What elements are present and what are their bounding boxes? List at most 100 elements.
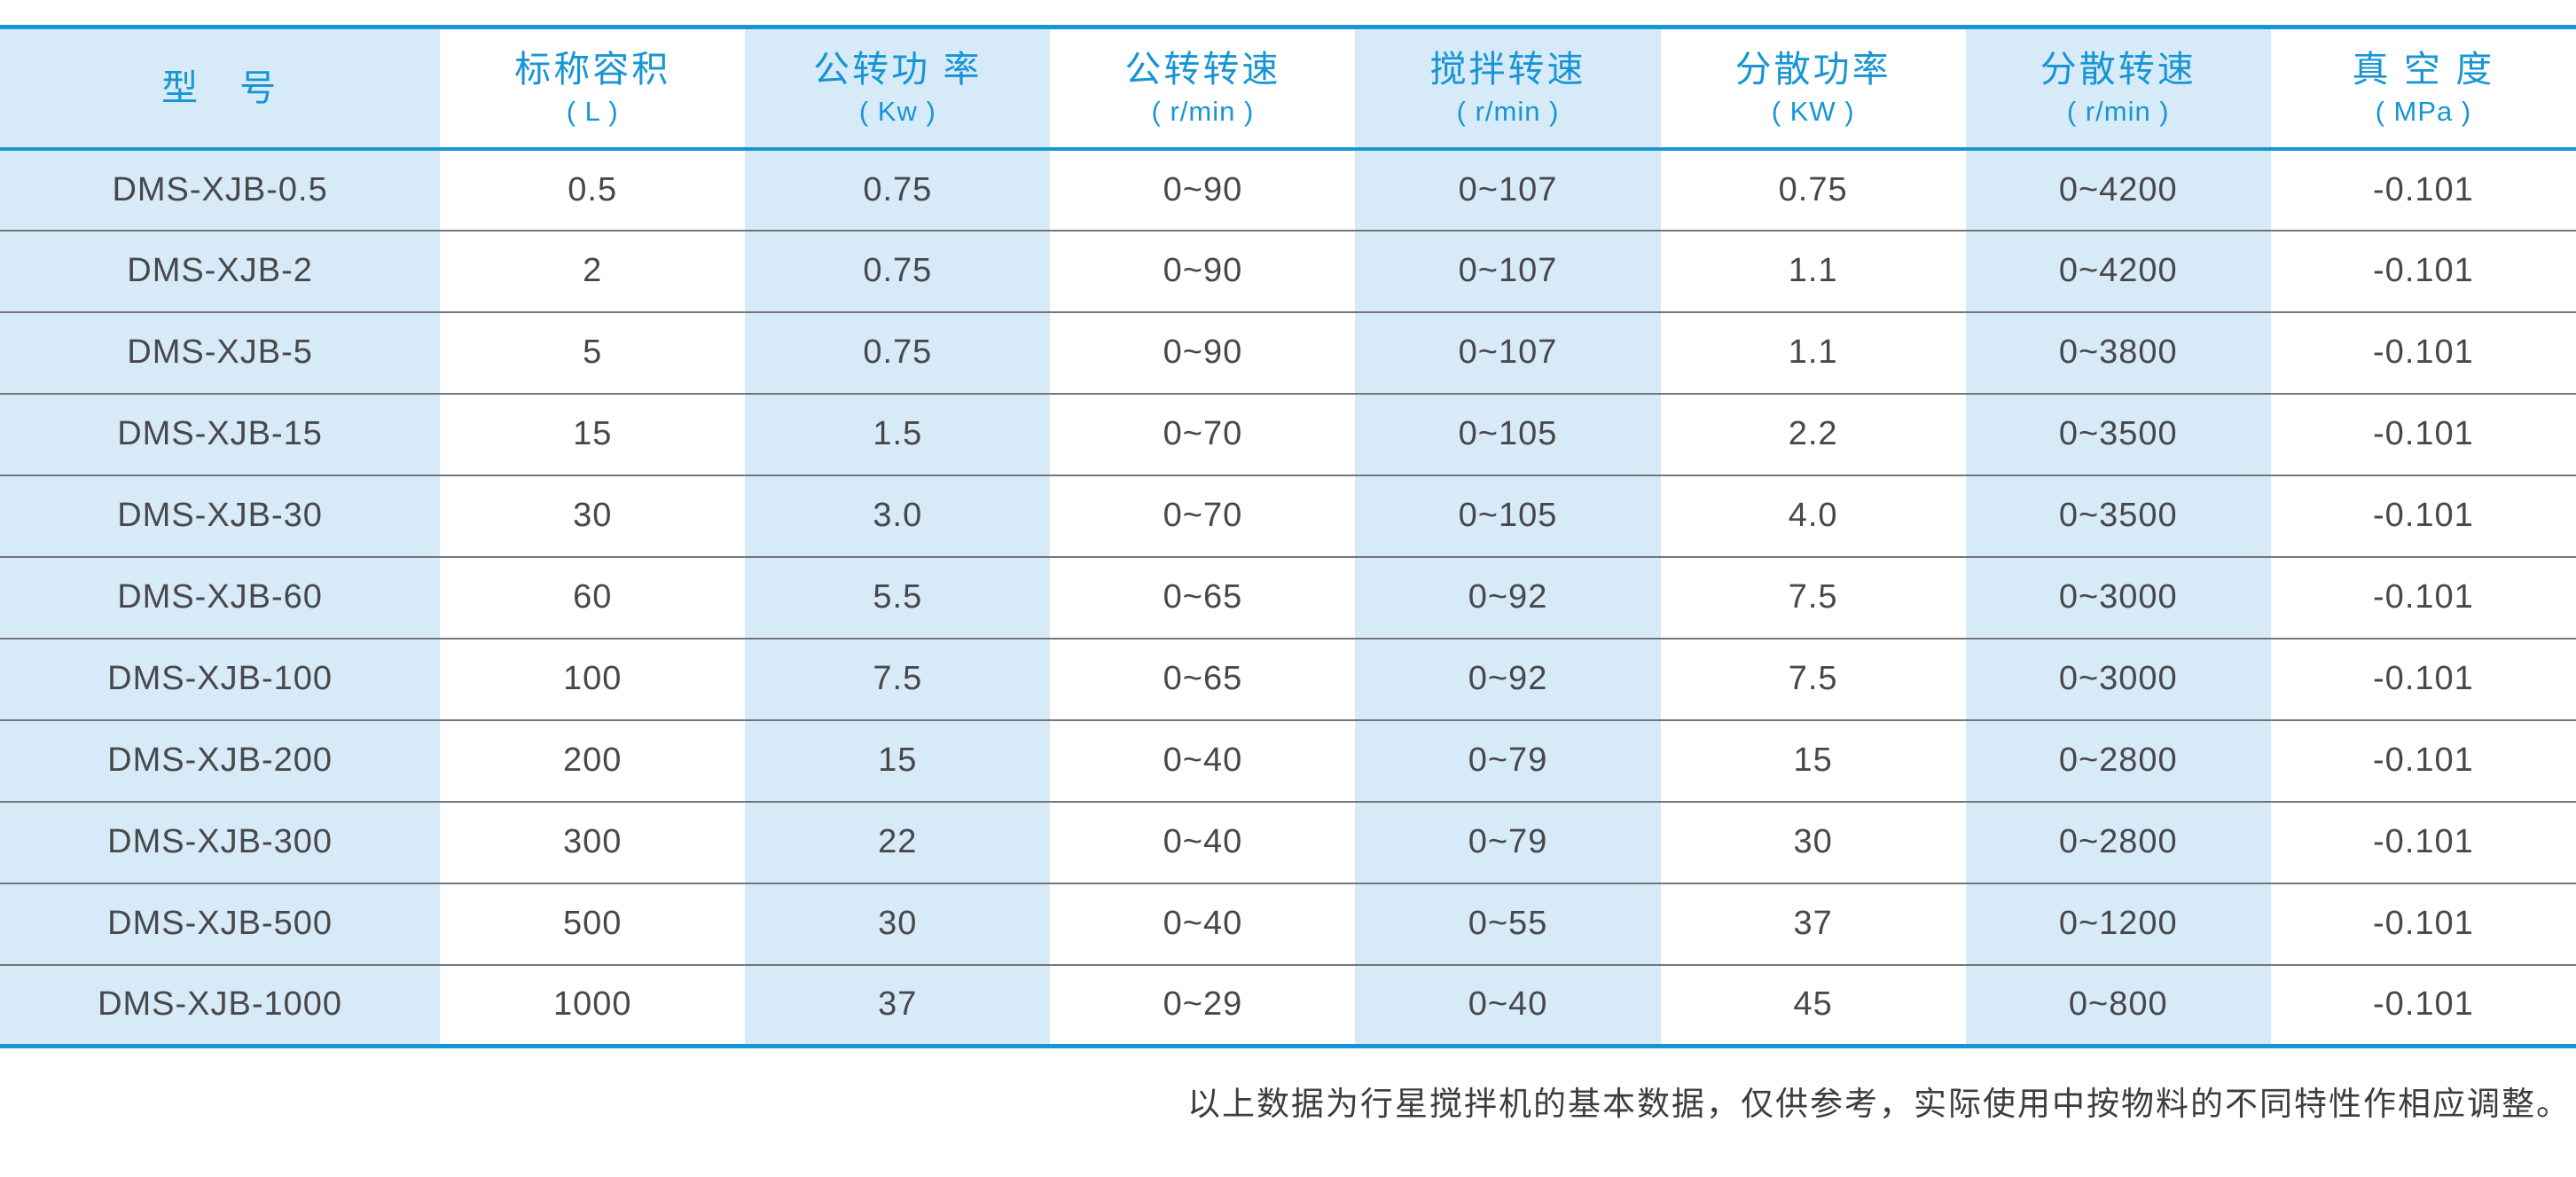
value-cell: 0~29	[1163, 985, 1243, 1024]
value-cell: 300	[563, 823, 622, 860]
value-cell: 0~40	[1163, 823, 1243, 860]
value-cell: 30	[878, 905, 918, 942]
value-cell: 1.5	[873, 415, 923, 452]
value-cell: 37	[878, 985, 918, 1024]
value-cell: 30	[1793, 823, 1833, 860]
value-cell: 7.5	[1788, 660, 1838, 697]
table-row: DMS-XJB-200 200 15 0~40 0~79 15 0~2800 -0.101	[0, 719, 2576, 802]
value-cell: 37	[1793, 905, 1833, 942]
table-row: DMS-XJB-1000 1000 37 0~29 0~40 45 0~800 -0.101	[0, 964, 2576, 1047]
model-cell: DMS-XJB-15	[117, 415, 323, 452]
value-cell: 0~4200	[2058, 170, 2178, 208]
value-cell: -0.101	[2373, 415, 2474, 452]
model-cell: DMS-XJB-2	[127, 252, 313, 289]
value-cell: 0~3500	[2058, 415, 2178, 452]
value-cell: 22	[878, 823, 918, 860]
value-cell: 0~800	[2068, 985, 2168, 1024]
model-cell: DMS-XJB-100	[107, 660, 333, 697]
table-row: DMS-XJB-5 5 0.75 0~90 0~107 1.1 0~3800 -0.101	[0, 311, 2576, 394]
value-cell: 5	[583, 333, 603, 371]
model-cell: DMS-XJB-1000	[98, 985, 343, 1024]
value-cell: 30	[573, 497, 613, 534]
value-cell: 5.5	[873, 578, 923, 616]
header-label: 真 空 度	[2352, 48, 2495, 90]
header-label: 分散功率	[1734, 48, 1891, 90]
value-cell: 0~70	[1163, 415, 1243, 452]
value-cell: 0~3800	[2058, 333, 2178, 371]
table-row: DMS-XJB-500 500 30 0~40 0~55 37 0~1200 -0.101	[0, 883, 2576, 965]
model-cell: DMS-XJB-30	[117, 497, 323, 534]
model-cell: DMS-XJB-60	[117, 578, 323, 616]
header-label: 型 号	[161, 67, 279, 108]
value-cell: 4.0	[1788, 497, 1838, 534]
value-cell: 1000	[552, 985, 632, 1024]
value-cell: 0~40	[1163, 742, 1243, 779]
value-cell: 0~105	[1458, 415, 1558, 452]
value-cell: 15	[878, 742, 918, 779]
header-unit: ( KW )	[1771, 95, 1855, 127]
value-cell: 15	[1793, 742, 1833, 779]
value-cell: 0~90	[1163, 170, 1243, 208]
value-cell: 15	[573, 415, 613, 452]
header-label: 标称容积	[514, 48, 671, 90]
value-cell: 0.75	[1778, 170, 1848, 208]
value-cell: 0~40	[1468, 985, 1548, 1024]
value-cell: 0~107	[1458, 252, 1558, 289]
header-label: 搅拌转速	[1429, 48, 1586, 90]
value-cell: 0~3500	[2058, 497, 2178, 534]
value-cell: 1.1	[1788, 333, 1838, 371]
value-cell: 2	[583, 252, 603, 289]
header-cell-4: 搅拌转速 ( r/min )	[1355, 27, 1660, 149]
header-cell-3: 公转转速 ( r/min )	[1050, 27, 1355, 149]
model-cell: DMS-XJB-500	[107, 905, 333, 942]
value-cell: 0~40	[1163, 905, 1243, 942]
table-row: DMS-XJB-2 2 0.75 0~90 0~107 1.1 0~4200 -0.101	[0, 230, 2576, 312]
spec-table-wrap: 型 号标称容积( L ) 公转功 率( Kw ) 公转转速( r/min ) 搅拌转速…	[0, 25, 2576, 1048]
value-cell: 0~2800	[2058, 742, 2178, 779]
table-row: DMS-XJB-0.5 0.5 0.75 0~90 0~107 0.75 0~4200 -0.…	[0, 149, 2576, 231]
value-cell: 0~3000	[2058, 578, 2178, 616]
header-cell-5: 分散功率 ( KW )	[1661, 27, 1966, 149]
value-cell: -0.101	[2373, 497, 2474, 534]
header-unit: ( Kw )	[858, 95, 936, 127]
model-cell: DMS-XJB-300	[107, 823, 333, 860]
value-cell: 0~70	[1163, 497, 1243, 534]
header-unit: ( L )	[566, 95, 619, 127]
value-cell: 0~1200	[2058, 905, 2178, 942]
header-cell-2: 公转功 率 ( Kw )	[745, 27, 1050, 149]
header-unit: ( r/min )	[1151, 95, 1255, 127]
value-cell: 0~105	[1458, 497, 1558, 534]
header-cell-7: 真 空 度 ( MPa )	[2271, 27, 2576, 149]
model-cell: DMS-XJB-5	[127, 333, 313, 371]
value-cell: 0~90	[1163, 252, 1243, 289]
table-row: DMS-XJB-60 60 5.5 0~65 0~92 7.5 0~3000 -0.101	[0, 556, 2576, 639]
value-cell: 0~2800	[2058, 823, 2178, 860]
table-row: DMS-XJB-100 100 7.5 0~65 0~92 7.5 0~3000 -0.101	[0, 638, 2576, 720]
value-cell: 0~65	[1163, 660, 1243, 697]
value-cell: 200	[563, 742, 622, 779]
value-cell: -0.101	[2373, 742, 2474, 779]
value-cell: -0.101	[2373, 985, 2474, 1024]
value-cell: -0.101	[2373, 170, 2474, 208]
value-cell: 0~3000	[2058, 660, 2178, 697]
value-cell: 7.5	[1788, 578, 1838, 616]
value-cell: 0.75	[863, 252, 933, 289]
value-cell: 100	[563, 660, 622, 697]
header-unit: ( MPa )	[2375, 95, 2472, 127]
value-cell: 2.2	[1788, 415, 1838, 452]
value-cell: 0~55	[1468, 905, 1548, 942]
value-cell: 0.75	[863, 170, 933, 208]
footnote: 以上数据为行星搅拌机的基本数据，仅供参考，实际使用中按物料的不同特性作相应调整。	[1187, 1085, 2571, 1123]
value-cell: 3.0	[873, 497, 923, 534]
value-cell: 0~107	[1458, 333, 1558, 371]
value-cell: 0~92	[1468, 578, 1548, 616]
value-cell: -0.101	[2373, 905, 2474, 942]
header-label: 公转功 率	[813, 48, 983, 90]
header-unit: ( r/min )	[2066, 95, 2170, 127]
value-cell: 500	[563, 905, 622, 942]
header-row: 型 号标称容积( L ) 公转功 率( Kw ) 公转转速( r/min ) 搅拌转速…	[0, 27, 2576, 149]
value-cell: 0~92	[1468, 660, 1548, 697]
header-unit: ( r/min )	[1456, 95, 1560, 127]
value-cell: 0.5	[568, 170, 618, 208]
value-cell: 0~79	[1468, 742, 1548, 779]
